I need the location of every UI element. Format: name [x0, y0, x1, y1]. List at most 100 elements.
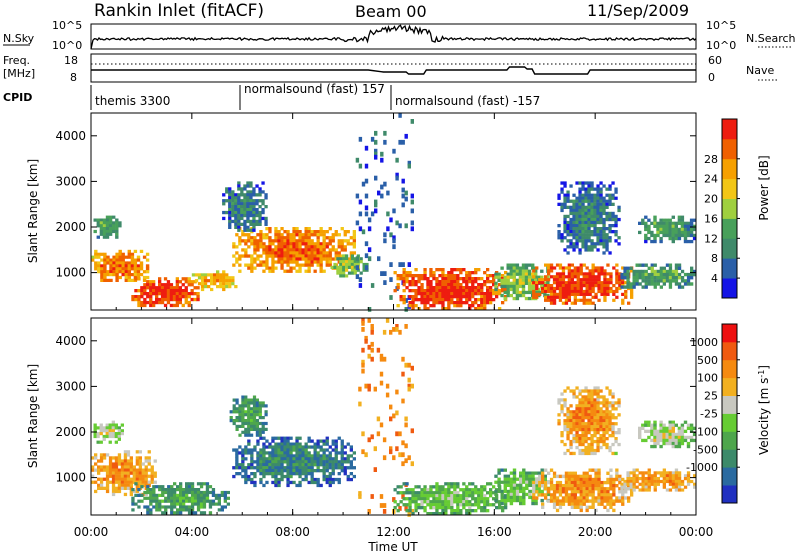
data-cell	[585, 484, 589, 488]
data-cell	[414, 292, 418, 296]
data-cell	[126, 474, 131, 478]
data-cell	[614, 416, 618, 420]
data-cell	[549, 284, 554, 288]
data-cell	[453, 295, 457, 299]
data-cell	[343, 445, 347, 449]
data-cell	[408, 497, 412, 501]
data-cell	[593, 245, 597, 249]
data-cell	[668, 435, 672, 440]
data-cell	[549, 496, 554, 500]
data-cell	[258, 199, 262, 203]
data-cell	[555, 272, 560, 276]
data-cell	[584, 407, 588, 411]
data-cell	[301, 263, 305, 267]
data-cell	[277, 448, 281, 452]
data-cell	[295, 260, 299, 264]
data-cell	[340, 463, 344, 467]
data-cell	[99, 227, 104, 231]
data-cell	[283, 454, 287, 458]
data-cell	[453, 482, 457, 486]
data-cell	[173, 490, 177, 495]
data-cell	[515, 266, 520, 270]
data-cell	[346, 474, 350, 479]
data-cell	[503, 480, 507, 484]
data-cell	[152, 289, 156, 293]
data-cell	[102, 227, 107, 231]
data-cell	[361, 449, 365, 455]
data-cell	[210, 276, 214, 280]
data-cell	[127, 255, 131, 259]
data-cell	[109, 258, 113, 262]
data-cell	[624, 295, 628, 299]
data-cell	[274, 251, 278, 255]
data-cell	[256, 233, 260, 237]
data-cell	[190, 502, 195, 506]
data-cell	[286, 260, 290, 264]
data-cell	[602, 434, 606, 438]
data-cell	[677, 432, 682, 437]
data-cell	[459, 509, 463, 513]
data-cell	[126, 483, 131, 487]
data-cell	[313, 477, 317, 482]
data-cell	[105, 224, 110, 228]
data-cell	[316, 451, 320, 455]
data-cell	[603, 487, 607, 491]
data-cell	[420, 298, 424, 302]
data-cell	[641, 474, 645, 478]
data-cell	[408, 304, 412, 308]
data-cell	[623, 479, 627, 484]
cpid-segment-2: normalsound (fast) 157	[244, 82, 385, 96]
data-cell	[570, 272, 574, 276]
data-cell	[686, 233, 691, 238]
data-cell	[638, 429, 642, 433]
data-cell	[558, 474, 563, 479]
data-cell	[683, 227, 688, 232]
data-cell	[358, 491, 362, 496]
data-cell	[184, 297, 188, 302]
data-cell	[304, 474, 308, 479]
data-cell	[597, 272, 601, 276]
data-cell	[319, 266, 323, 270]
data-cell	[629, 266, 633, 270]
data-cell	[575, 224, 579, 228]
data-cell	[319, 242, 323, 246]
data-cell	[173, 499, 177, 503]
data-cell	[158, 499, 162, 503]
data-cell	[258, 413, 262, 417]
data-cell	[608, 404, 612, 408]
data-cell	[268, 463, 272, 467]
data-cell	[674, 441, 678, 446]
data-cell	[250, 433, 254, 437]
data-cell	[353, 257, 357, 261]
data-cell	[471, 491, 475, 495]
data-cell	[420, 289, 424, 293]
data-cell	[665, 441, 669, 446]
data-cell	[441, 277, 445, 281]
data-cell	[567, 292, 571, 296]
data-cell	[316, 460, 320, 464]
data-cell	[256, 457, 260, 461]
data-cell	[426, 497, 430, 501]
data-cell	[611, 401, 615, 405]
data-cell	[665, 272, 670, 277]
data-cell	[544, 286, 548, 291]
data-cell	[591, 493, 595, 497]
data-cell	[134, 502, 138, 506]
data-cell	[582, 480, 586, 485]
data-cell	[328, 445, 332, 449]
data-cell	[343, 472, 347, 476]
data-cell	[609, 272, 613, 276]
data-cell	[532, 281, 536, 285]
data-cell	[261, 208, 265, 212]
data-cell	[521, 266, 526, 270]
data-cell	[175, 286, 179, 290]
data-cell	[456, 295, 460, 299]
data-cell	[611, 413, 615, 417]
data-cell	[176, 485, 180, 489]
data-cell	[581, 193, 585, 197]
data-cell	[289, 248, 293, 252]
data-cell	[102, 477, 107, 481]
data-cell	[166, 292, 171, 296]
data-cell	[576, 505, 580, 509]
data-cell	[614, 451, 618, 456]
